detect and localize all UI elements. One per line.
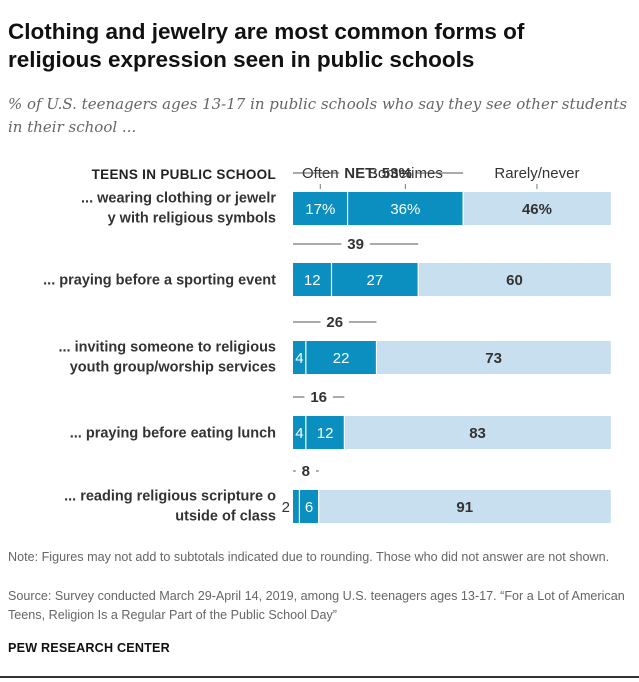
- bottom-rule: [0, 676, 639, 678]
- bar-rarely-never: [344, 416, 611, 449]
- category-label: ... wearing clothing or jewelr: [81, 191, 276, 207]
- bar-sometimes: [305, 341, 377, 374]
- data-label: 4: [295, 350, 303, 367]
- chart-subtitle: % of U.S. teenagers ages 13-17 in public…: [8, 95, 628, 136]
- data-label: 83: [469, 425, 486, 442]
- bar-sometimes: [305, 416, 345, 449]
- chart-title: Clothing and jewelry are most common for…: [8, 19, 525, 72]
- bar-sometimes: [331, 263, 419, 296]
- data-label: 12: [317, 425, 334, 442]
- pew-research-center-logo: PEW RESEARCH CENTER: [8, 641, 170, 655]
- data-label: 73: [485, 350, 502, 367]
- net-label: NET: 53%: [344, 165, 412, 182]
- net-label: 39: [347, 236, 364, 253]
- data-label: 46%: [522, 201, 552, 218]
- category-label: y with religious symbols: [108, 211, 276, 227]
- data-label: 22: [333, 350, 350, 367]
- bar-rarely-never: [418, 263, 611, 296]
- legend-label-rarely-never: Rarely/never: [494, 165, 579, 182]
- bar-rarely-never: [463, 192, 611, 225]
- bar-often: [293, 192, 348, 225]
- data-label: 12: [304, 272, 321, 289]
- data-label: 60: [506, 272, 523, 289]
- legend-label-sometimes: Sometimes: [368, 165, 443, 182]
- category-label: utside of class: [175, 509, 276, 525]
- bar-often: [293, 416, 306, 449]
- bar-sometimes: [299, 490, 319, 523]
- bar-often: [293, 263, 332, 296]
- category-label: youth group/worship services: [70, 360, 276, 376]
- net-label: 26: [326, 314, 343, 331]
- data-label: 91: [456, 499, 473, 516]
- data-label: 6: [305, 499, 313, 516]
- bar-rarely-never: [318, 490, 611, 523]
- data-label: 17%: [305, 201, 335, 218]
- row-header: TEENS IN PUBLIC SCHOOL: [92, 167, 276, 182]
- data-label: 36%: [390, 201, 420, 218]
- bar-sometimes: [347, 192, 464, 225]
- data-label: 27: [367, 272, 384, 289]
- data-label: 4: [295, 425, 303, 442]
- chart-note: Note: Figures may not add to subtotals i…: [8, 550, 610, 564]
- category-label: ... inviting someone to religious: [58, 340, 276, 356]
- stacked-bar-chart: TEENS IN PUBLIC SCHOOL Often Sometimes Rare…: [43, 165, 611, 525]
- category-label: ... reading religious scripture o: [64, 489, 276, 505]
- bar-often: [293, 341, 306, 374]
- data-label: 2: [282, 499, 290, 516]
- category-label: ... praying before a sporting event: [43, 273, 276, 289]
- chart-source: Source: Survey conducted March 29-April …: [8, 589, 625, 622]
- category-label: ... praying before eating lunch: [70, 426, 276, 442]
- net-label: 8: [302, 463, 310, 480]
- net-label: 16: [310, 389, 327, 406]
- bar-often: [293, 490, 300, 523]
- bar-rarely-never: [376, 341, 611, 374]
